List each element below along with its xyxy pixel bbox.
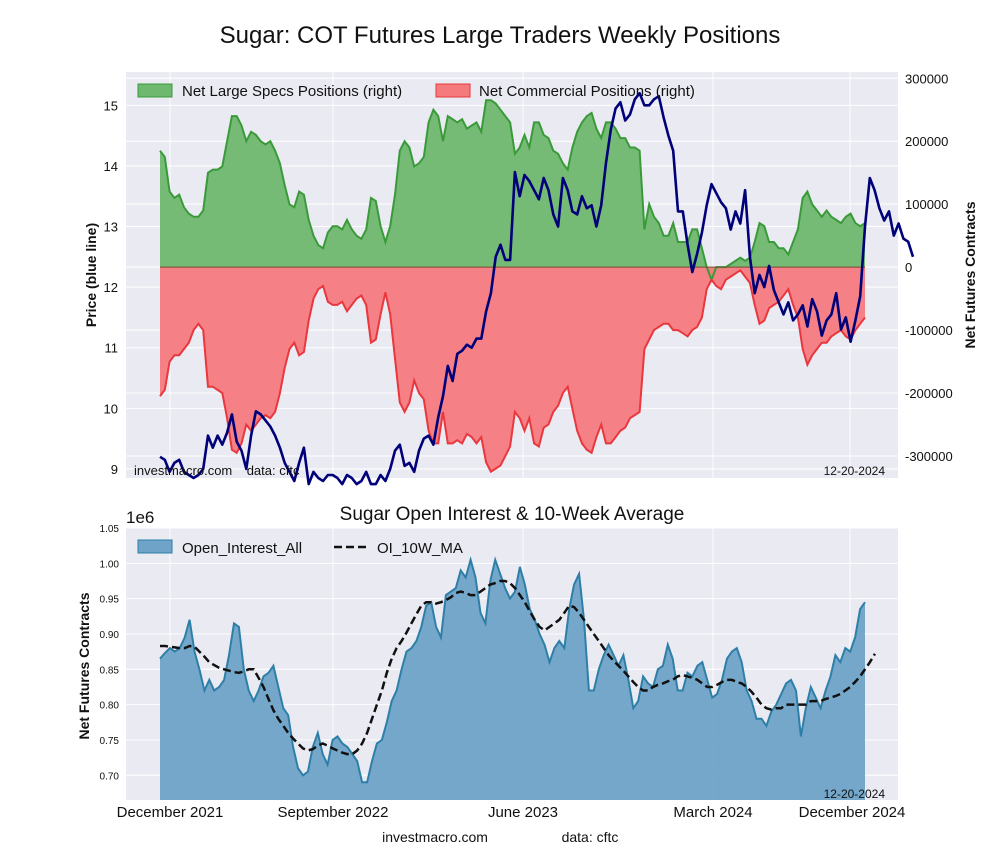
y-tick-right: 200000 [905,134,948,149]
open-interest-line [159,556,866,784]
y-tick-left: 15 [104,98,118,113]
footer-data: data: cftc [562,829,619,845]
x-tick-label: March 2024 [673,804,752,821]
y-tick-oi: 1.05 [100,524,120,535]
legend-label-oi: Open_Interest_All [182,540,302,557]
y-tick-right: -300000 [905,449,953,464]
x-tick-label: December 2021 [117,804,224,821]
y-tick-right: 100000 [905,197,948,212]
y-tick-oi: 0.85 [100,665,120,676]
y-tick-right: -100000 [905,323,953,338]
watermark-text: investmacro.com data: cftc [134,463,300,478]
x-tick-label: September 2022 [278,804,389,821]
date-label-bottom: 12-20-2024 [824,787,886,801]
y-axis-label-oi: Net Futures Contracts [76,592,92,739]
oi-10w-ma-line [160,579,876,756]
specs-line [159,99,866,283]
y-tick-oi: 0.70 [100,771,120,782]
y-tick-oi: 0.75 [100,736,120,747]
legend-label-ma: OI_10W_MA [377,540,463,557]
y-tick-left: 10 [104,401,118,416]
footer-site: investmacro.com [382,829,488,845]
y-offset-label: 1e6 [126,508,154,527]
specs-area [160,100,865,280]
legend-swatch-commercial [435,83,471,98]
page-title: Sugar: COT Futures Large Traders Weekly … [219,22,781,49]
y-tick-left: 11 [105,341,119,356]
y-tick-oi: 0.90 [100,630,120,641]
y-tick-oi: 0.80 [100,701,120,712]
y-tick-oi: 1.00 [100,559,120,570]
y-tick-left: 12 [104,280,118,295]
x-tick-label: June 2023 [488,804,558,821]
commercial-line [159,268,866,474]
y-tick-right: 300000 [905,71,948,86]
legend-swatch-specs [137,83,173,98]
legend-swatch-oi [137,539,173,554]
y-tick-left: 9 [111,462,118,477]
y-axis-label-left: Price (blue line) [83,223,99,327]
x-tick-label: December 2024 [799,804,906,821]
y-tick-oi: 0.95 [100,595,120,606]
date-label-top: 12-20-2024 [824,464,886,478]
legend-label-specs: Net Large Specs Positions (right) [182,83,402,100]
oi-chart-title: Sugar Open Interest & 10-Week Average [340,504,685,525]
y-tick-right: 0 [905,260,912,275]
y-axis-label-right: Net Futures Contracts [962,201,978,348]
commercial-area [160,267,865,472]
legend-label-commercial: Net Commercial Positions (right) [479,83,695,100]
price-line [159,91,915,486]
y-tick-left: 13 [104,220,118,235]
y-tick-right: -200000 [905,386,953,401]
open-interest-area [160,559,865,800]
y-tick-left: 14 [104,159,118,174]
